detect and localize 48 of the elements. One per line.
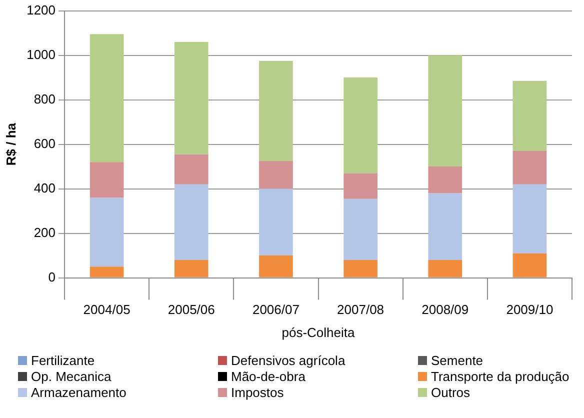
bar [174, 154, 208, 184]
bar [344, 260, 378, 278]
bar [512, 184, 547, 254]
y-tick-label: 1200 [26, 2, 56, 18]
bar [90, 34, 124, 162]
x-tick-label: 2005/06 [168, 302, 215, 318]
x-tick-label: 2004/05 [83, 302, 130, 318]
bar [259, 60, 293, 161]
legend-label: Mão-de-obra [231, 369, 306, 384]
bar [174, 260, 208, 278]
bar [90, 198, 124, 267]
bar [174, 184, 208, 260]
legend-label: Fertilizante [31, 353, 95, 368]
bar [90, 162, 124, 198]
bar [512, 150, 547, 184]
legend-label: Semente [431, 353, 484, 368]
y-tick-label: 800 [34, 91, 56, 106]
bar [259, 160, 293, 189]
y-tick-label: 0 [48, 269, 56, 284]
legend-label: Impostos [231, 385, 284, 400]
bar [90, 266, 124, 278]
y-axis-title: R$ / ha [3, 122, 18, 166]
x-tick-label: 2008/09 [422, 302, 469, 318]
x-axis-title: pós-Colheita [282, 324, 356, 340]
legend-label: Outros [431, 385, 470, 400]
y-tick-label: 600 [34, 136, 56, 151]
bar [344, 173, 378, 199]
y-tick-label: 200 [34, 224, 56, 240]
bar [259, 188, 293, 256]
bar [428, 260, 462, 278]
x-tick-label: 2007/08 [337, 302, 384, 318]
legend-label: Transporte da produção [431, 369, 570, 384]
x-tick-label: 2009/10 [506, 302, 554, 318]
legend-label: Armazenamento [31, 385, 126, 400]
bar [344, 78, 378, 174]
bar [428, 55, 462, 167]
bar [512, 80, 547, 151]
y-tick-label: 400 [34, 180, 56, 196]
legend-label: Op. Mecanica [31, 369, 112, 384]
bar [428, 166, 462, 194]
bar [344, 198, 378, 260]
x-tick-label: 2006/07 [252, 302, 300, 318]
bar [428, 193, 462, 260]
bar [512, 253, 547, 278]
bar [174, 42, 208, 154]
bar [259, 256, 293, 278]
y-tick-label: 1000 [26, 46, 56, 62]
legend-label: Defensivos agrícola [231, 353, 346, 368]
